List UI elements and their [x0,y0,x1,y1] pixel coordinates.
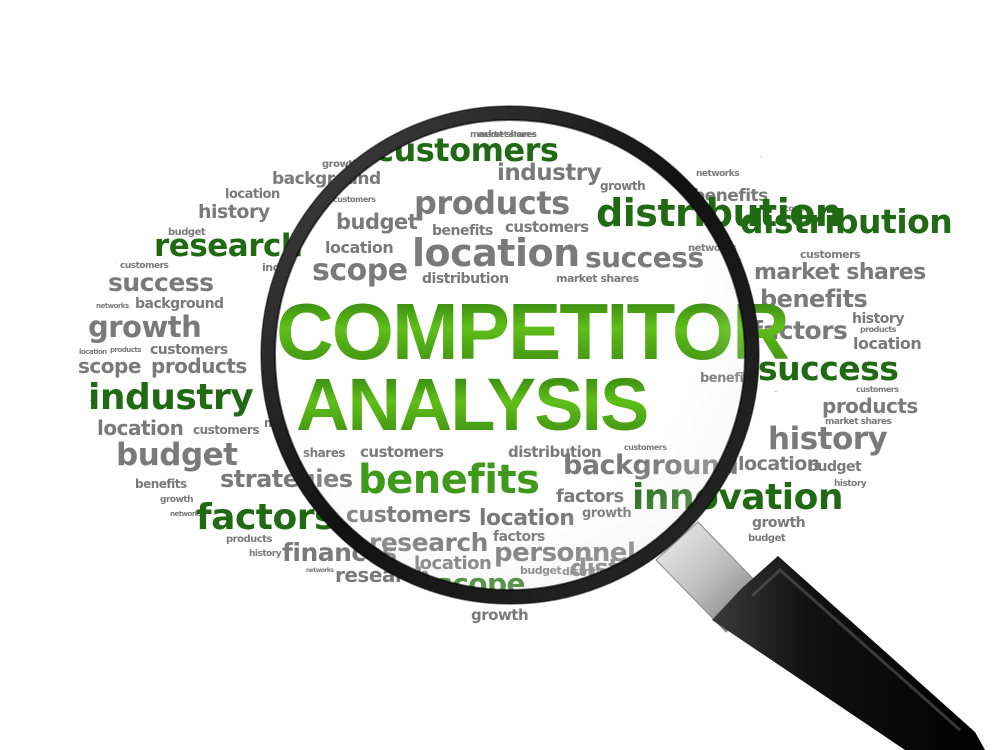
word: success [585,241,704,274]
word: benefits [760,285,868,313]
word: growth [752,515,806,531]
word: success [758,349,899,388]
word: customers [150,342,228,358]
word: market shares [740,260,742,261]
word: customers [775,392,777,393]
word: distribution [596,191,842,235]
word: growth [471,606,529,624]
word: factors [556,486,624,507]
word: products [414,184,570,222]
word: market shares [754,260,926,285]
word: location [115,263,116,264]
headline-competitor: COMPETITOR [276,287,790,376]
word: budget [168,227,206,238]
word: networks [306,567,334,574]
magnifier-handle [712,556,985,750]
word: location [853,334,922,353]
word: research [154,228,303,264]
word: research [369,528,488,557]
word: growth [600,179,646,193]
word: background [563,450,739,481]
word: innovation [632,477,844,518]
word: products [822,394,918,418]
word: customers [800,248,861,261]
word: background [272,169,381,189]
word: products [860,325,896,334]
word: budget [520,564,562,577]
word: history [852,311,904,327]
word: industry [90,401,91,402]
word: ma [264,416,284,430]
word: history [249,549,282,559]
word: distribution [422,271,509,287]
word: factors [196,497,335,538]
word: location [79,348,107,356]
word: budget [116,437,238,473]
word: history [834,479,867,489]
word: budget [808,459,862,475]
word: scope [312,253,408,288]
word: benefits [358,457,540,503]
word: location [412,231,580,275]
word: benefits [135,477,187,491]
word: market shares [825,417,892,427]
word: industry [88,377,254,418]
word: products [110,346,141,354]
word: history [198,201,270,223]
word: products [803,290,805,291]
word: location [479,506,575,531]
word: products [151,354,247,378]
word: history [768,421,888,457]
word: scope [78,354,141,378]
word: growth [582,506,632,521]
word: growth [160,495,194,505]
word: location [225,187,280,202]
word: customers [333,195,376,204]
word: networks [96,302,129,310]
word: customers [346,503,471,528]
word: budget [336,210,418,234]
headline-analysis: ANALYSIS [296,363,649,446]
word: customers [193,423,259,437]
word: networks [170,510,203,518]
word: scope [780,204,804,213]
word: scope [436,567,526,600]
word: distr [570,554,631,582]
word: benefits [432,223,493,239]
word: shares [303,446,345,460]
word: distribution [740,202,953,241]
word: customers [856,385,899,394]
word: location [97,416,184,440]
word: location [738,453,820,475]
word: products [226,534,272,545]
word: scope [760,157,761,158]
word: success [108,268,214,297]
word: market shares [556,272,639,285]
word: background [135,296,224,312]
word: growth [88,310,202,344]
word: budget [748,533,786,544]
word: industry [497,160,602,186]
word: strategies [220,465,353,493]
word: networks [696,169,740,179]
word: inde [262,261,287,274]
word: factors [752,316,848,345]
word: networks [688,243,737,254]
word: customers [120,261,169,271]
